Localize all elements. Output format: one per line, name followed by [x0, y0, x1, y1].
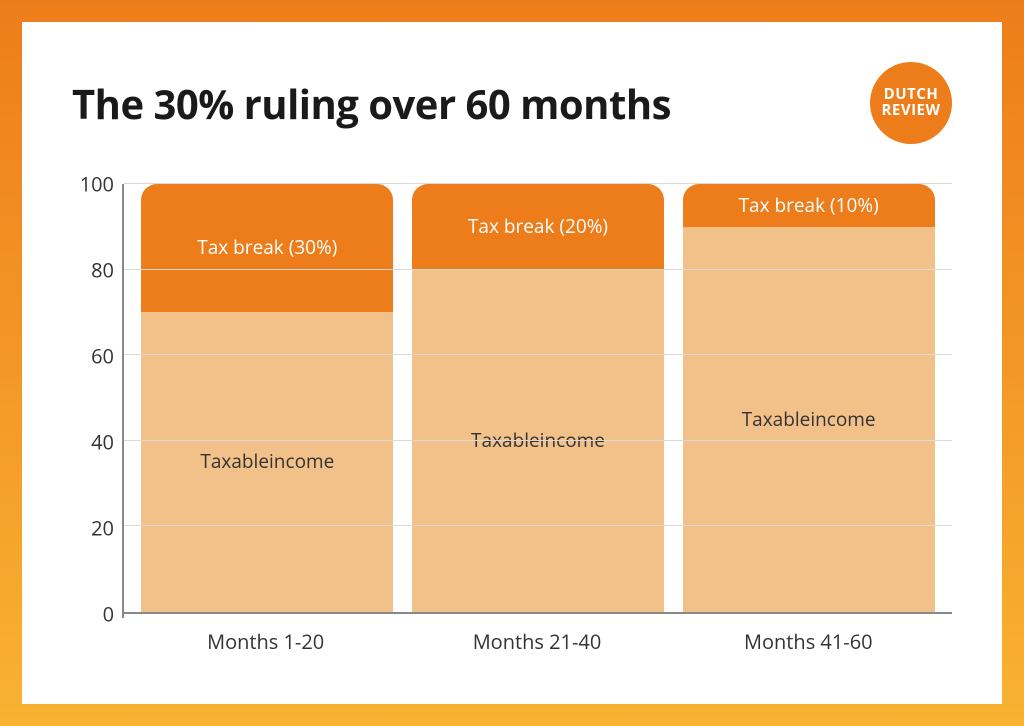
segment-label-line: income [810, 408, 875, 432]
segment-label-line: Taxable [742, 408, 811, 432]
plot-area: Tax break (30%)TaxableincomeTax break (2… [122, 184, 952, 614]
y-axis: 020406080100 [72, 184, 122, 614]
bar-segment-taxable_income: Taxableincome [683, 227, 935, 612]
bar-column: Tax break (20%)Taxableincome [412, 184, 664, 612]
y-tick: 0 [103, 601, 114, 628]
page-title: The 30% ruling over 60 months [72, 76, 671, 131]
plot: Tax break (30%)TaxableincomeTax break (2… [122, 184, 952, 664]
segment-label-line: Tax break (10%) [739, 194, 879, 218]
x-label: Months 21-40 [411, 628, 663, 655]
bar-column: Tax break (30%) Taxableincome [141, 184, 393, 612]
y-axis-zero-tick [122, 612, 124, 618]
y-tick: 60 [91, 343, 114, 370]
bar-column: Tax break (10%) Taxableincome [683, 184, 935, 612]
logo-line-2: REVIEW [882, 103, 941, 119]
brand-logo: DUTCH REVIEW [870, 62, 952, 144]
grid-line [124, 354, 952, 355]
segment-label-line: Taxable [200, 450, 269, 474]
bar-segment-taxable_income: Taxableincome [141, 312, 393, 612]
x-label: Months 1-20 [140, 628, 392, 655]
stacked-bar: Tax break (30%) Taxableincome [141, 184, 393, 612]
y-tick: 20 [91, 515, 114, 542]
grid-line [124, 183, 952, 184]
header: The 30% ruling over 60 months DUTCH REVI… [72, 62, 952, 144]
bar-segment-tax_break: Tax break (30%) [141, 184, 393, 312]
chart-panel: The 30% ruling over 60 months DUTCH REVI… [22, 22, 1002, 704]
segment-label-line: Tax break (20%) [468, 215, 608, 239]
x-label: Months 41-60 [682, 628, 934, 655]
segment-label-line: income [269, 450, 334, 474]
bar-segment-tax_break: Tax break (20%) [412, 184, 664, 270]
stacked-bar: Tax break (10%) Taxableincome [683, 184, 935, 612]
chart: 020406080100 Tax break (30%)Taxableincom… [72, 184, 952, 664]
segment-label-line: Tax break (30%) [197, 236, 337, 260]
x-axis-labels: Months 1-20 Months 21-40 Months 41-60 [122, 614, 952, 655]
grid-line [124, 525, 952, 526]
y-tick: 40 [91, 429, 114, 456]
bar-segment-tax_break: Tax break (10%) [683, 184, 935, 227]
grid-line [124, 440, 952, 441]
y-tick: 80 [91, 257, 114, 284]
grid-line [124, 269, 952, 270]
y-tick: 100 [80, 171, 114, 198]
bars-container: Tax break (30%)TaxableincomeTax break (2… [124, 184, 952, 612]
stacked-bar: Tax break (20%)Taxableincome [412, 184, 664, 612]
